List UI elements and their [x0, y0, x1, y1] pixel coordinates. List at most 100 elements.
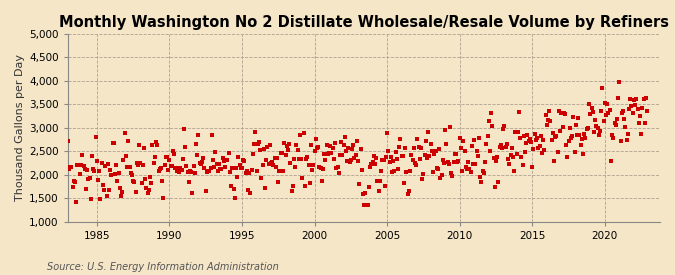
- Point: [173, 170, 184, 175]
- Point: [194, 161, 205, 165]
- Point: [574, 133, 585, 138]
- Point: [234, 162, 245, 167]
- Point: [213, 169, 223, 173]
- Point: [84, 176, 95, 181]
- Point: [126, 173, 137, 177]
- Point: [294, 156, 304, 161]
- Point: [436, 173, 447, 178]
- Point: [474, 136, 485, 140]
- Point: [146, 181, 157, 185]
- Point: [416, 146, 427, 150]
- Point: [360, 191, 371, 195]
- Point: [144, 188, 155, 192]
- Point: [625, 97, 636, 101]
- Point: [592, 126, 603, 130]
- Point: [90, 135, 101, 140]
- Point: [306, 167, 317, 172]
- Point: [423, 130, 433, 134]
- Point: [494, 145, 505, 150]
- Point: [508, 155, 518, 159]
- Point: [329, 141, 340, 145]
- Point: [552, 150, 563, 154]
- Point: [358, 192, 369, 197]
- Point: [254, 140, 265, 144]
- Point: [352, 139, 362, 144]
- Point: [325, 144, 335, 149]
- Point: [523, 139, 534, 143]
- Point: [521, 141, 532, 145]
- Point: [80, 167, 90, 172]
- Point: [112, 179, 123, 183]
- Point: [317, 178, 327, 183]
- Point: [300, 157, 311, 161]
- Point: [92, 178, 103, 182]
- Point: [262, 145, 273, 150]
- Point: [321, 143, 332, 147]
- Point: [475, 174, 486, 179]
- Point: [72, 163, 83, 167]
- Point: [128, 179, 138, 183]
- Point: [196, 160, 207, 164]
- Point: [347, 147, 358, 151]
- Point: [106, 172, 117, 177]
- Point: [445, 125, 456, 129]
- Point: [170, 166, 181, 170]
- Point: [221, 158, 232, 162]
- Point: [441, 142, 452, 146]
- Point: [454, 136, 465, 141]
- Point: [460, 165, 471, 170]
- Point: [610, 123, 621, 127]
- Point: [407, 158, 418, 162]
- Point: [184, 169, 195, 173]
- Point: [115, 194, 126, 198]
- Point: [378, 158, 389, 162]
- Point: [639, 121, 650, 125]
- Point: [533, 146, 544, 150]
- Point: [524, 136, 535, 141]
- Point: [546, 138, 557, 142]
- Point: [192, 153, 202, 158]
- Point: [471, 149, 482, 153]
- Point: [587, 109, 598, 114]
- Point: [527, 164, 538, 169]
- Point: [555, 129, 566, 134]
- Point: [498, 127, 509, 131]
- Point: [607, 133, 618, 137]
- Point: [399, 180, 410, 185]
- Point: [254, 147, 265, 152]
- Point: [237, 166, 248, 170]
- Point: [495, 143, 506, 147]
- Point: [566, 136, 576, 141]
- Point: [216, 167, 227, 171]
- Point: [94, 169, 105, 173]
- Point: [68, 179, 79, 183]
- Point: [497, 146, 508, 150]
- Point: [372, 179, 383, 183]
- Point: [382, 130, 393, 135]
- Point: [71, 200, 82, 205]
- Point: [111, 163, 122, 167]
- Point: [590, 118, 601, 122]
- Point: [586, 106, 597, 110]
- Point: [556, 111, 567, 115]
- Point: [613, 96, 624, 101]
- Point: [389, 169, 400, 173]
- Point: [132, 163, 143, 167]
- Point: [202, 170, 213, 175]
- Point: [358, 203, 369, 208]
- Point: [364, 185, 375, 189]
- Point: [369, 153, 379, 158]
- Point: [233, 155, 244, 160]
- Point: [540, 113, 551, 117]
- Point: [86, 197, 97, 201]
- Point: [105, 167, 115, 172]
- Point: [502, 141, 512, 146]
- Point: [349, 156, 360, 160]
- Point: [575, 143, 586, 147]
- Point: [296, 157, 306, 161]
- Point: [604, 108, 615, 112]
- Point: [88, 167, 99, 172]
- Point: [518, 134, 529, 139]
- Point: [431, 166, 442, 170]
- Point: [193, 133, 204, 137]
